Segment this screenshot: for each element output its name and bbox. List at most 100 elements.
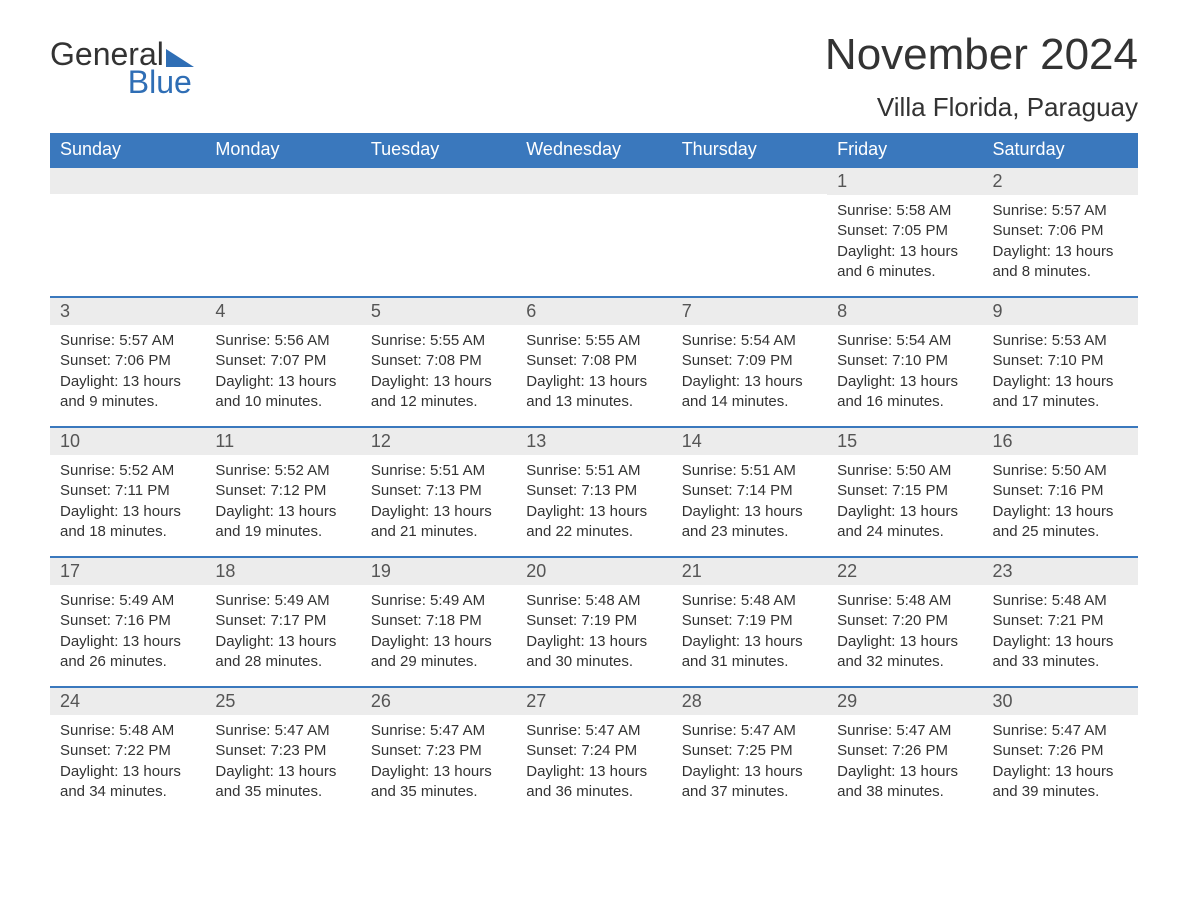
day-body: Sunrise: 5:47 AMSunset: 7:26 PMDaylight:… xyxy=(983,715,1138,816)
sunrise-line: Sunrise: 5:57 AM xyxy=(993,201,1128,221)
sunrise-label: Sunrise: xyxy=(837,722,896,739)
day-body: Sunrise: 5:57 AMSunset: 7:06 PMDaylight:… xyxy=(50,325,205,426)
sunset-line: Sunset: 7:19 PM xyxy=(682,611,817,631)
sunrise-line: Sunrise: 5:50 AM xyxy=(837,461,972,481)
calendar-day: 3Sunrise: 5:57 AMSunset: 7:06 PMDaylight… xyxy=(50,298,205,426)
daylight-label: Daylight: xyxy=(837,633,900,650)
day-number: 14 xyxy=(672,428,827,455)
day-body: Sunrise: 5:51 AMSunset: 7:14 PMDaylight:… xyxy=(672,455,827,556)
day-of-week-header: SundayMondayTuesdayWednesdayThursdayFrid… xyxy=(50,133,1138,166)
day-number: 22 xyxy=(827,558,982,585)
sunrise-value: 5:48 AM xyxy=(896,592,951,609)
day-body: Sunrise: 5:54 AMSunset: 7:09 PMDaylight:… xyxy=(672,325,827,426)
sunrise-line: Sunrise: 5:52 AM xyxy=(60,461,195,481)
day-body: Sunrise: 5:52 AMSunset: 7:12 PMDaylight:… xyxy=(205,455,360,556)
day-number: 17 xyxy=(50,558,205,585)
sunset-label: Sunset: xyxy=(371,612,426,629)
sunrise-label: Sunrise: xyxy=(682,332,741,349)
sunrise-line: Sunrise: 5:47 AM xyxy=(682,721,817,741)
sunset-label: Sunset: xyxy=(215,482,270,499)
calendar-day: 12Sunrise: 5:51 AMSunset: 7:13 PMDayligh… xyxy=(361,428,516,556)
sunrise-value: 5:54 AM xyxy=(896,332,951,349)
daylight-line: Daylight: 13 hours and 33 minutes. xyxy=(993,632,1128,673)
sunrise-line: Sunrise: 5:47 AM xyxy=(993,721,1128,741)
daylight-line: Daylight: 13 hours and 13 minutes. xyxy=(526,372,661,413)
daylight-line: Daylight: 13 hours and 17 minutes. xyxy=(993,372,1128,413)
sunset-value: 7:19 PM xyxy=(737,612,793,629)
sunset-value: 7:18 PM xyxy=(426,612,482,629)
daylight-label: Daylight: xyxy=(526,373,589,390)
calendar-day: 18Sunrise: 5:49 AMSunset: 7:17 PMDayligh… xyxy=(205,558,360,686)
brand-logo: General Blue xyxy=(50,30,194,98)
calendar-day: 29Sunrise: 5:47 AMSunset: 7:26 PMDayligh… xyxy=(827,688,982,816)
sunrise-line: Sunrise: 5:48 AM xyxy=(60,721,195,741)
sunrise-line: Sunrise: 5:55 AM xyxy=(526,331,661,351)
sunrise-value: 5:57 AM xyxy=(1052,202,1107,219)
header: General Blue November 2024 Villa Florida… xyxy=(50,30,1138,123)
sunrise-label: Sunrise: xyxy=(371,592,430,609)
sunrise-value: 5:57 AM xyxy=(119,332,174,349)
sunrise-line: Sunrise: 5:50 AM xyxy=(993,461,1128,481)
sunset-line: Sunset: 7:20 PM xyxy=(837,611,972,631)
month-title: November 2024 xyxy=(825,30,1138,80)
sunset-label: Sunset: xyxy=(682,482,737,499)
daylight-line: Daylight: 13 hours and 10 minutes. xyxy=(215,372,350,413)
sunrise-line: Sunrise: 5:52 AM xyxy=(215,461,350,481)
sunset-label: Sunset: xyxy=(682,612,737,629)
calendar-week: 24Sunrise: 5:48 AMSunset: 7:22 PMDayligh… xyxy=(50,686,1138,816)
sunset-line: Sunset: 7:16 PM xyxy=(993,481,1128,501)
daylight-label: Daylight: xyxy=(682,373,745,390)
sunset-line: Sunset: 7:25 PM xyxy=(682,741,817,761)
day-number xyxy=(205,168,360,194)
daylight-label: Daylight: xyxy=(993,373,1056,390)
dow-cell: Friday xyxy=(827,133,982,166)
calendar-day: 25Sunrise: 5:47 AMSunset: 7:23 PMDayligh… xyxy=(205,688,360,816)
calendar-day: 27Sunrise: 5:47 AMSunset: 7:24 PMDayligh… xyxy=(516,688,671,816)
day-number: 27 xyxy=(516,688,671,715)
day-body: Sunrise: 5:51 AMSunset: 7:13 PMDaylight:… xyxy=(516,455,671,556)
sunset-value: 7:09 PM xyxy=(737,352,793,369)
daylight-line: Daylight: 13 hours and 26 minutes. xyxy=(60,632,195,673)
day-body: Sunrise: 5:54 AMSunset: 7:10 PMDaylight:… xyxy=(827,325,982,426)
sunrise-label: Sunrise: xyxy=(215,722,274,739)
daylight-label: Daylight: xyxy=(993,633,1056,650)
daylight-label: Daylight: xyxy=(371,503,434,520)
sunrise-label: Sunrise: xyxy=(682,722,741,739)
day-number: 8 xyxy=(827,298,982,325)
sunrise-value: 5:50 AM xyxy=(1052,462,1107,479)
daylight-line: Daylight: 13 hours and 32 minutes. xyxy=(837,632,972,673)
sunset-value: 7:13 PM xyxy=(426,482,482,499)
sunrise-label: Sunrise: xyxy=(60,722,119,739)
sunrise-line: Sunrise: 5:55 AM xyxy=(371,331,506,351)
sunrise-value: 5:50 AM xyxy=(896,462,951,479)
day-number: 9 xyxy=(983,298,1138,325)
daylight-line: Daylight: 13 hours and 21 minutes. xyxy=(371,502,506,543)
dow-cell: Saturday xyxy=(983,133,1138,166)
sunrise-label: Sunrise: xyxy=(993,722,1052,739)
day-number: 26 xyxy=(361,688,516,715)
daylight-label: Daylight: xyxy=(215,503,278,520)
sunrise-line: Sunrise: 5:58 AM xyxy=(837,201,972,221)
calendar-day: 22Sunrise: 5:48 AMSunset: 7:20 PMDayligh… xyxy=(827,558,982,686)
sunset-line: Sunset: 7:10 PM xyxy=(993,351,1128,371)
sunrise-label: Sunrise: xyxy=(215,592,274,609)
sunset-value: 7:23 PM xyxy=(426,742,482,759)
day-number xyxy=(672,168,827,194)
calendar-week: 17Sunrise: 5:49 AMSunset: 7:16 PMDayligh… xyxy=(50,556,1138,686)
sunset-value: 7:13 PM xyxy=(581,482,637,499)
calendar-day: 30Sunrise: 5:47 AMSunset: 7:26 PMDayligh… xyxy=(983,688,1138,816)
day-number: 28 xyxy=(672,688,827,715)
daylight-line: Daylight: 13 hours and 8 minutes. xyxy=(993,242,1128,283)
day-body: Sunrise: 5:55 AMSunset: 7:08 PMDaylight:… xyxy=(361,325,516,426)
sunrise-value: 5:55 AM xyxy=(585,332,640,349)
calendar-day-empty xyxy=(361,168,516,296)
brand-blue-text: Blue xyxy=(50,66,194,98)
sunset-label: Sunset: xyxy=(526,612,581,629)
daylight-line: Daylight: 13 hours and 22 minutes. xyxy=(526,502,661,543)
day-number: 19 xyxy=(361,558,516,585)
daylight-line: Daylight: 13 hours and 31 minutes. xyxy=(682,632,817,673)
sunset-value: 7:11 PM xyxy=(115,482,170,499)
sunrise-value: 5:47 AM xyxy=(896,722,951,739)
sunset-line: Sunset: 7:26 PM xyxy=(837,741,972,761)
sunset-line: Sunset: 7:05 PM xyxy=(837,221,972,241)
